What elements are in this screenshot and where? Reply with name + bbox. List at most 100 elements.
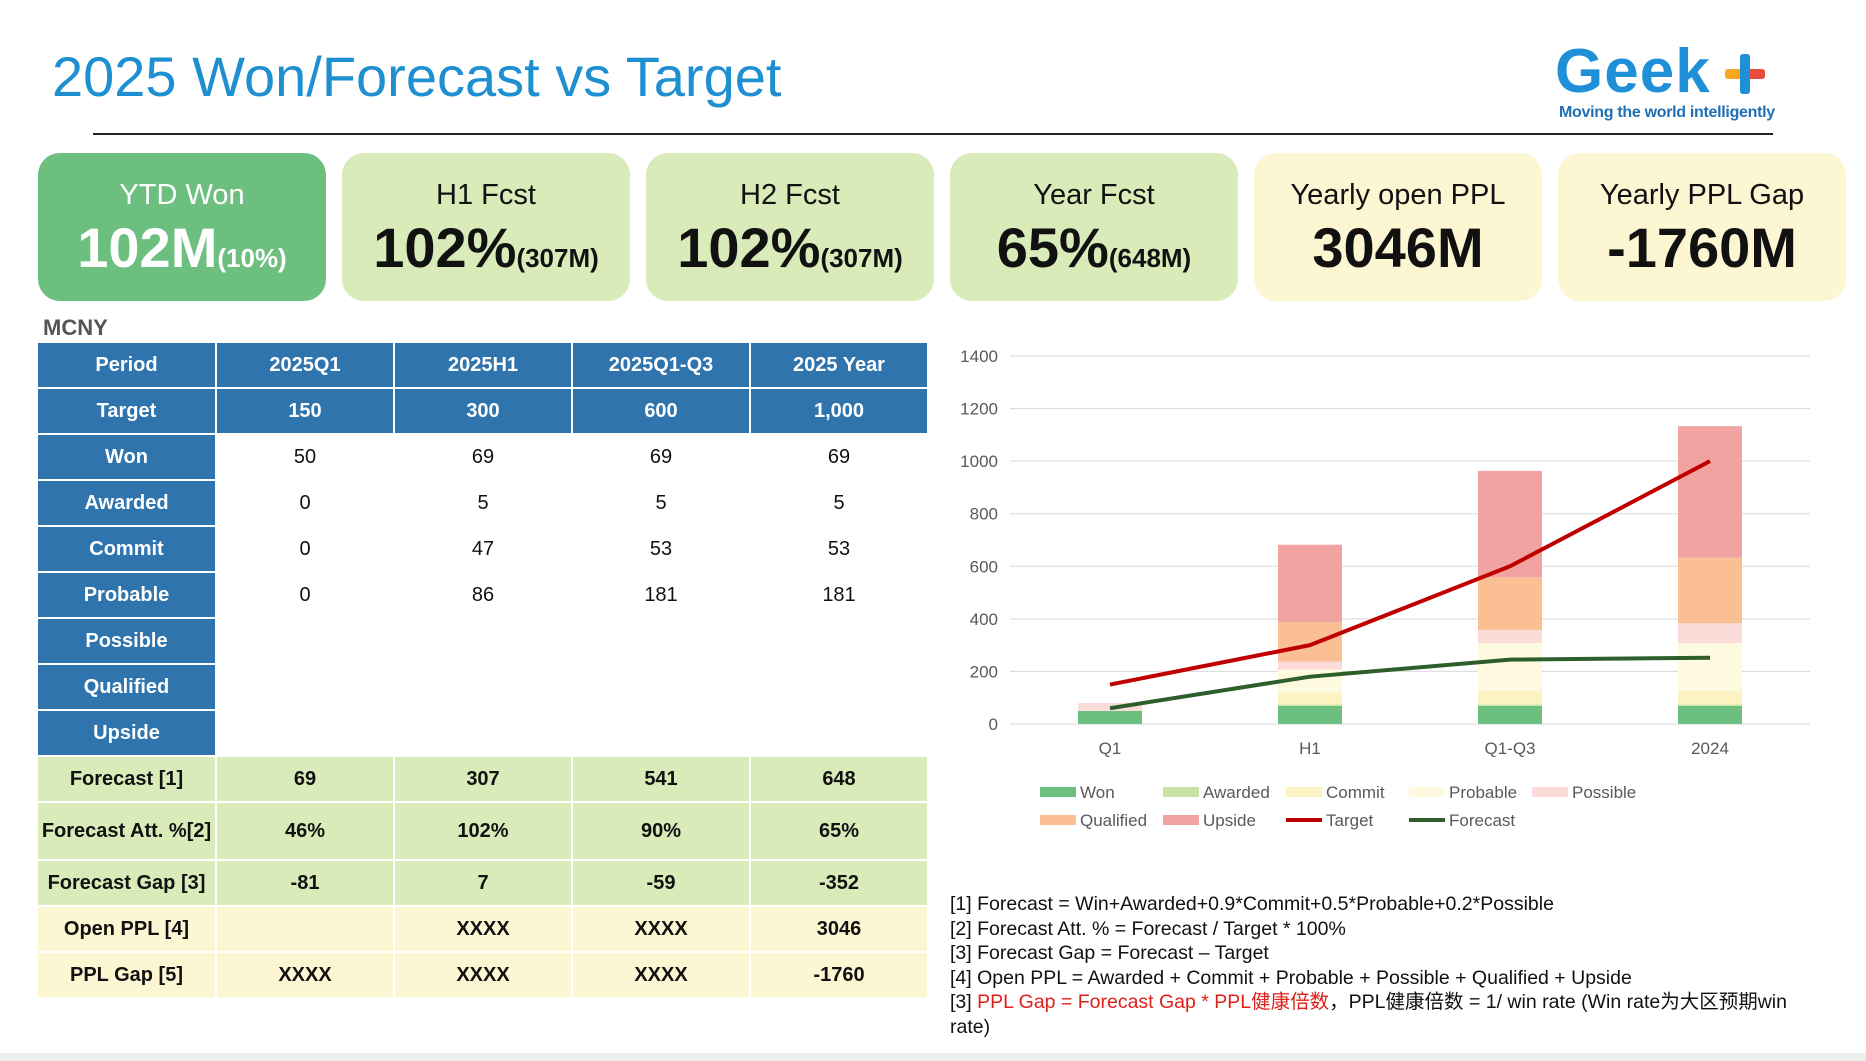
table-cell: 300 (394, 388, 573, 435)
table-row-commit: Commit 0 47 53 53 (38, 526, 929, 573)
row-label: Won (38, 434, 217, 481)
table-row-forecast-att: Forecast Att. %[2] 46% 102% 90% 65% (38, 802, 929, 861)
table-cell: -81 (216, 860, 395, 907)
line-target (1109, 459, 1711, 687)
table-cell (572, 710, 751, 757)
logo-plus-icon (1725, 54, 1765, 94)
footnote-4: [4] Open PPL = Awarded + Commit + Probab… (950, 966, 1632, 989)
table-cell: -352 (750, 860, 929, 907)
table-row-forecast-gap: Forecast Gap [3] -81 7 -59 -352 (38, 860, 929, 907)
kpi-card-h1-fcst: H1 Fcst 102%(307M) (342, 153, 630, 301)
kpi-value: 3046M (1312, 216, 1484, 279)
table-row-possible: Possible (38, 618, 929, 665)
row-label: Awarded (38, 480, 217, 527)
kpi-card-year-fcst: Year Fcst 65%(648M) (950, 153, 1238, 301)
legend-label-upside: Upside (1203, 811, 1256, 830)
logo-tagline: Moving the world intelligently (1559, 104, 1775, 121)
bar-qualified (1278, 622, 1342, 662)
x-tick-label: H1 (1299, 739, 1321, 758)
bar-qualified (1478, 577, 1542, 630)
line-forecast (1109, 655, 1711, 711)
kpi-label: Yearly PPL Gap (1599, 179, 1805, 211)
bar-won (1278, 705, 1342, 724)
table-cell: 46% (216, 802, 395, 861)
table-cell: 0 (216, 480, 395, 527)
table-cell: XXXX (394, 952, 573, 999)
table-cell (750, 618, 929, 665)
table-cell (394, 710, 573, 757)
table-cell: -1760 (750, 952, 929, 999)
footnote-5: [3] PPL Gap = Forecast Gap * PPL健康倍数，PPL… (950, 991, 1787, 1038)
logo-wordmark: Geek (1555, 37, 1711, 106)
table-cell: XXXX (394, 906, 573, 953)
y-tick-label: 1000 (960, 452, 998, 471)
bar-qualified (1678, 557, 1742, 624)
table-cell: 90% (572, 802, 751, 861)
bar-awarded (1278, 704, 1342, 706)
kpi-value: 102%(307M) (373, 216, 599, 279)
table-cell: XXXX (216, 952, 395, 999)
table-cell: 7 (394, 860, 573, 907)
legend-label-won: Won (1080, 783, 1115, 802)
footnote-2: [2] Forecast Att. % = Forecast / Target … (950, 917, 1346, 940)
row-label: Upside (38, 710, 217, 757)
y-tick-label: 1200 (960, 400, 998, 419)
table-header-row: Period 2025Q1 2025H1 2025Q1-Q3 2025 Year (38, 343, 929, 389)
legend-label-commit: Commit (1326, 783, 1385, 802)
kpi-label: Year Fcst (1033, 179, 1155, 211)
table-cell: 181 (572, 572, 751, 619)
kpi-card-ytd-won: YTD Won 102M(10%) (38, 153, 326, 301)
legend-label-awarded: Awarded (1203, 783, 1270, 802)
bar-awarded (1478, 704, 1542, 706)
x-tick-label: Q1 (1099, 739, 1122, 758)
table-cell: 69 (750, 434, 929, 481)
bar-won (1478, 705, 1542, 724)
legend-swatch-upside (1163, 815, 1199, 825)
legend-label-possible: Possible (1572, 783, 1636, 802)
header-cell: 2025Q1 (216, 343, 395, 389)
table-cell: 600 (572, 388, 751, 435)
table-cell: 5 (750, 480, 929, 527)
table-row-target: Target 150 300 600 1,000 (38, 388, 929, 435)
table-cell: 47 (394, 526, 573, 573)
company-logo: Geek Moving the world intelligently (1555, 36, 1785, 126)
kpi-card-h2-fcst: H2 Fcst 102%(307M) (646, 153, 934, 301)
y-tick-label: 800 (970, 505, 998, 524)
legend-label-qualified: Qualified (1080, 811, 1147, 830)
table-cell: 69 (216, 756, 395, 803)
table-cell (572, 664, 751, 711)
row-label: Forecast Att. %[2] (38, 802, 217, 861)
kpi-label: H1 Fcst (436, 179, 536, 211)
table-cell (216, 664, 395, 711)
table-cell (216, 618, 395, 665)
x-tick-label: 2024 (1691, 739, 1729, 758)
footnote-1: [1] Forecast = Win+Awarded+0.9*Commit+0.… (950, 893, 1554, 915)
kpi-label: YTD Won (119, 179, 245, 211)
header-cell: Period (38, 343, 217, 389)
table-cell: 307 (394, 756, 573, 803)
y-tick-label: 400 (970, 610, 998, 629)
table-cell: -59 (572, 860, 751, 907)
table-cell: 181 (750, 572, 929, 619)
kpi-card-yearly-ppl-gap: Yearly PPL Gap -1760M (1558, 153, 1846, 301)
bar-commit (1278, 692, 1342, 705)
table-cell: XXXX (572, 906, 751, 953)
row-label: Forecast Gap [3] (38, 860, 217, 907)
table-row-won: Won 50 69 69 69 (38, 434, 929, 481)
header-cell: 2025H1 (394, 343, 573, 389)
kpi-label: Yearly open PPL (1290, 179, 1506, 211)
table-cell: 53 (572, 526, 751, 573)
bar-upside (1278, 544, 1342, 623)
row-label: Forecast [1] (38, 756, 217, 803)
legend-swatch-awarded (1163, 787, 1199, 797)
x-tick-label: Q1-Q3 (1484, 739, 1535, 758)
legend-swatch-possible (1532, 787, 1568, 797)
row-label: PPL Gap [5] (38, 952, 217, 999)
table-row-probable: Probable 0 86 181 181 (38, 572, 929, 619)
bar-upside (1478, 470, 1542, 578)
table-row-open-ppl: Open PPL [4] XXXX XXXX 3046 (38, 906, 929, 953)
table-cell: 69 (394, 434, 573, 481)
bar-possible (1678, 623, 1742, 644)
legend-swatch-qualified (1040, 815, 1076, 825)
bar-possible (1478, 629, 1542, 644)
